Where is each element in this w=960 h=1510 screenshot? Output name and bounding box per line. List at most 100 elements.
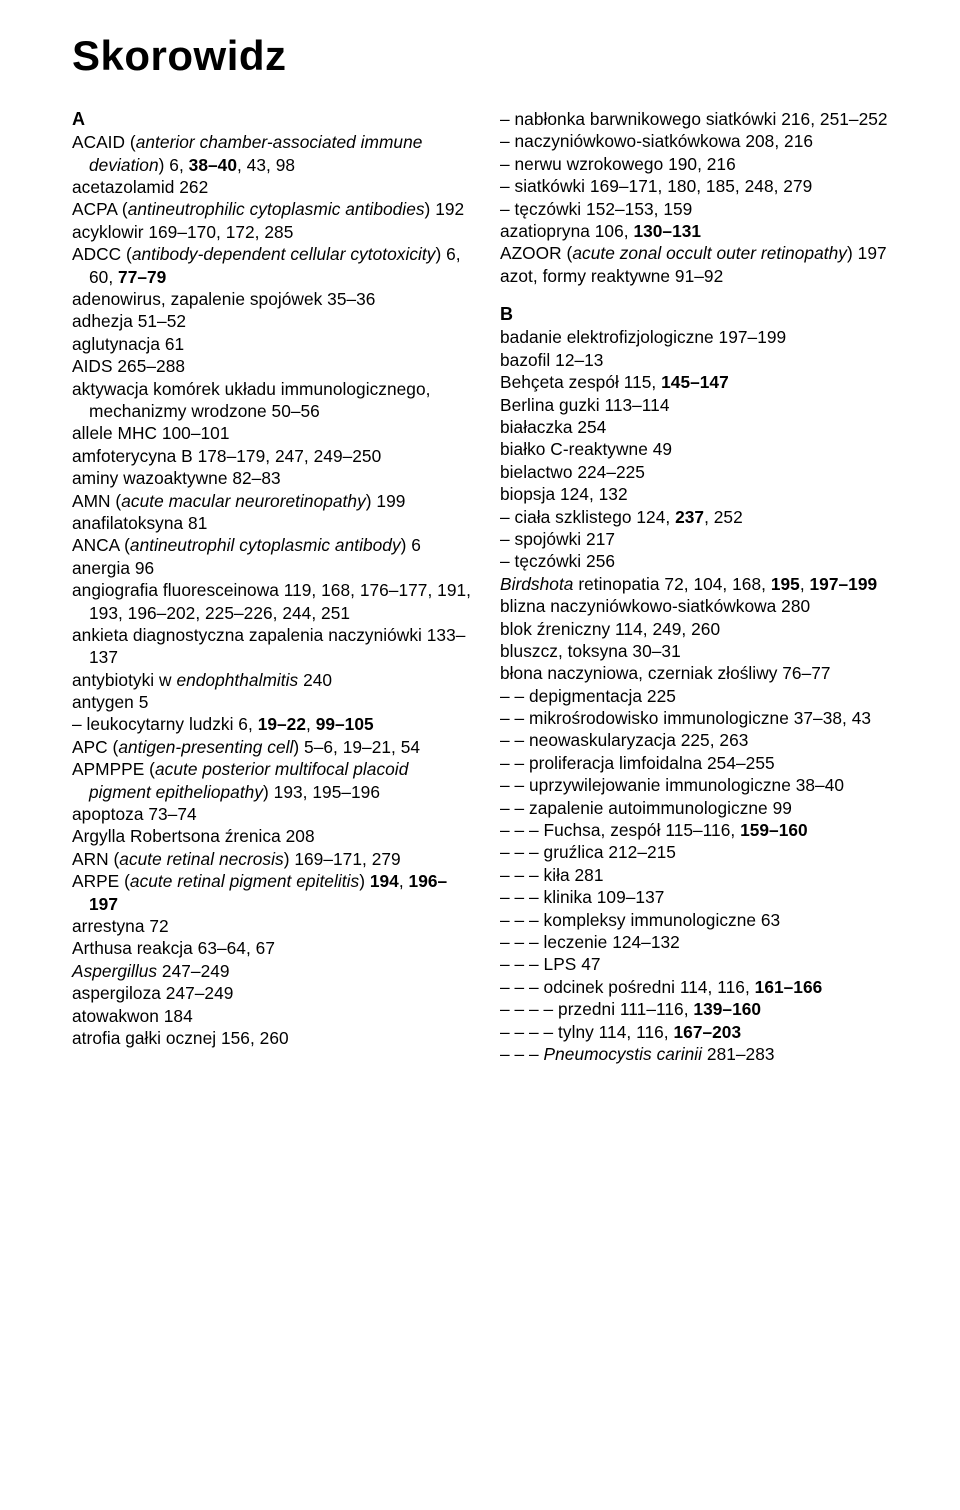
- left-text: adenowirus, zapalenie spojówek 35–36: [72, 289, 375, 309]
- left-text: ) 192: [425, 199, 465, 219]
- right-top-text: azatiopryna 106,: [500, 221, 633, 241]
- right-top-text: ) 197: [847, 243, 887, 263]
- left-text: angiografia fluoresceinowa 119, 168, 176…: [72, 580, 471, 622]
- left-entry: ANCA (antineutrophil cytoplasmic antibod…: [72, 534, 472, 556]
- right-top-text: azot, formy reaktywne 91–92: [500, 266, 723, 286]
- right-entry: – – depigmentacja 225: [500, 685, 900, 707]
- right-top-entry: – siatkówki 169–171, 180, 185, 248, 279: [500, 175, 900, 197]
- left-text: Arthusa reakcja 63–64, 67: [72, 938, 275, 958]
- left-entry: APMPPE (acute posterior multifocal placo…: [72, 758, 472, 803]
- left-text: ANCA (: [72, 535, 130, 555]
- left-text: ) 6,: [159, 155, 189, 175]
- right-top-entry: – naczyniówkowo-siatkówkowa 208, 216: [500, 130, 900, 152]
- left-text: acute retinal pigment epitelitis: [130, 871, 359, 891]
- left-text: APMPPE (: [72, 759, 155, 779]
- right-text: 281–283: [702, 1044, 774, 1064]
- right-text: bazofil 12–13: [500, 350, 603, 370]
- right-entry: blok źreniczny 114, 249, 260: [500, 618, 900, 640]
- right-text: Berlina guzki 113–114: [500, 395, 670, 415]
- left-text: arrestyna 72: [72, 916, 169, 936]
- left-text: ) 193, 195–196: [263, 782, 380, 802]
- left-text: ARN (: [72, 849, 119, 869]
- right-top-text: – nerwu wzrokowego 190, 216: [500, 154, 736, 174]
- right-entry: – tęczówki 256: [500, 550, 900, 572]
- left-text: antigen-presenting cell: [118, 737, 293, 757]
- right-top-entry: AZOOR (acute zonal occult outer retinopa…: [500, 242, 900, 264]
- left-entry: adenowirus, zapalenie spojówek 35–36: [72, 288, 472, 310]
- left-text: antybiotyki w: [72, 670, 176, 690]
- left-entry: Aspergillus 247–249: [72, 960, 472, 982]
- left-text: 19–22: [258, 714, 306, 734]
- left-entry: atrofia gałki ocznej 156, 260: [72, 1027, 472, 1049]
- left-entry: ACPA (antineutrophilic cytoplasmic antib…: [72, 198, 472, 220]
- right-text: 145–147: [661, 372, 729, 392]
- left-entry: AIDS 265–288: [72, 355, 472, 377]
- right-column: – nabłonka barwnikowego siatkówki 216, 2…: [500, 108, 900, 1065]
- right-text: – – mikrośrodowisko immunologiczne 37–38…: [500, 708, 871, 728]
- right-text: – – – kiła 281: [500, 865, 604, 885]
- left-text: atrofia gałki ocznej 156, 260: [72, 1028, 289, 1048]
- right-top-text: acute zonal occult outer retinopathy: [572, 243, 847, 263]
- right-text: – – – Fuchsa, zespół 115–116,: [500, 820, 740, 840]
- right-entry: błona naczyniowa, czerniak złośliwy 76–7…: [500, 662, 900, 684]
- right-entry: Berlina guzki 113–114: [500, 394, 900, 416]
- left-text: 240: [298, 670, 332, 690]
- section-letter-a: A: [72, 108, 472, 131]
- right-text: Behçeta zespół 115,: [500, 372, 661, 392]
- left-text: aktywacja komórek układu immunologiczneg…: [72, 379, 430, 421]
- right-text: 237: [675, 507, 704, 527]
- right-entry: – – – – przedni 111–116, 139–160: [500, 998, 900, 1020]
- left-entry: allele MHC 100–101: [72, 422, 472, 444]
- left-text: ) 199: [366, 491, 406, 511]
- right-text: – – – – tylny 114, 116,: [500, 1022, 674, 1042]
- left-text: AMN (: [72, 491, 121, 511]
- right-text: retinopatia 72, 104, 168,: [573, 574, 770, 594]
- right-text: – – – LPS 47: [500, 954, 601, 974]
- left-entry: atowakwon 184: [72, 1005, 472, 1027]
- right-top-entry: azatiopryna 106, 130–131: [500, 220, 900, 242]
- right-entry: – – – LPS 47: [500, 953, 900, 975]
- left-entry: anergia 96: [72, 557, 472, 579]
- right-entry: – – – – tylny 114, 116, 167–203: [500, 1021, 900, 1043]
- left-text: APC (: [72, 737, 118, 757]
- left-entry: acetazolamid 262: [72, 176, 472, 198]
- left-text: amfoterycyna B 178–179, 247, 249–250: [72, 446, 381, 466]
- left-entry: apoptoza 73–74: [72, 803, 472, 825]
- right-top-entry: – nerwu wzrokowego 190, 216: [500, 153, 900, 175]
- right-entry: – – – kiła 281: [500, 864, 900, 886]
- right-text: białaczka 254: [500, 417, 606, 437]
- right-text: 159–160: [740, 820, 808, 840]
- right-entry: biopsja 124, 132: [500, 483, 900, 505]
- page-title: Skorowidz: [72, 32, 900, 80]
- right-text: – – depigmentacja 225: [500, 686, 676, 706]
- right-entry: – – zapalenie autoimmunologiczne 99: [500, 797, 900, 819]
- left-text: ACAID (: [72, 132, 136, 152]
- left-text: ) 5–6, 19–21, 54: [293, 737, 420, 757]
- left-entry: aktywacja komórek układu immunologiczneg…: [72, 378, 472, 423]
- right-text: Pneumocystis carinii: [544, 1044, 703, 1064]
- right-text: – – – leczenie 124–132: [500, 932, 680, 952]
- right-text: błona naczyniowa, czerniak złośliwy 76–7…: [500, 663, 831, 683]
- left-entry: arrestyna 72: [72, 915, 472, 937]
- right-entry: – – – kompleksy immunologiczne 63: [500, 909, 900, 931]
- right-text: – – – gruźlica 212–215: [500, 842, 676, 862]
- right-text: – – zapalenie autoimmunologiczne 99: [500, 798, 792, 818]
- right-entry: – – – Fuchsa, zespół 115–116, 159–160: [500, 819, 900, 841]
- right-entry: – – – odcinek pośredni 114, 116, 161–166: [500, 976, 900, 998]
- right-top-text: – nabłonka barwnikowego siatkówki 216, 2…: [500, 109, 888, 129]
- right-entry: – – – klinika 109–137: [500, 886, 900, 908]
- right-text: – – proliferacja limfoidalna 254–255: [500, 753, 775, 773]
- left-text: acute retinal necrosis: [119, 849, 283, 869]
- left-text: 77–79: [118, 267, 166, 287]
- left-text: allele MHC 100–101: [72, 423, 230, 443]
- left-text: ,: [399, 871, 409, 891]
- right-entry: Birdshota retinopatia 72, 104, 168, 195,…: [500, 573, 900, 595]
- left-text: AIDS 265–288: [72, 356, 185, 376]
- left-text: acetazolamid 262: [72, 177, 208, 197]
- left-text: – leukocytarny ludzki 6,: [72, 714, 258, 734]
- right-text: – – – klinika 109–137: [500, 887, 664, 907]
- right-text: 197–199: [810, 574, 878, 594]
- right-entry: bielactwo 224–225: [500, 461, 900, 483]
- right-entry: – – proliferacja limfoidalna 254–255: [500, 752, 900, 774]
- left-text: apoptoza 73–74: [72, 804, 197, 824]
